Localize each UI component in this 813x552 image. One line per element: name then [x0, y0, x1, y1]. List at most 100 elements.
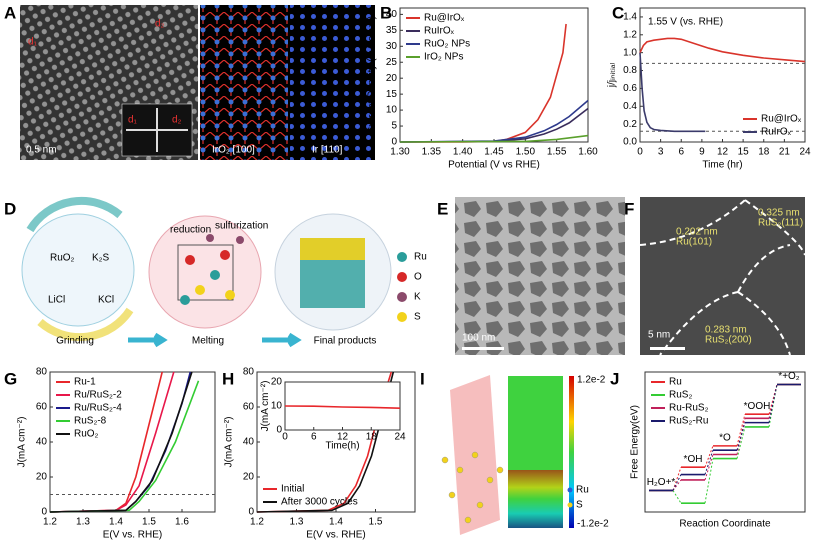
connector [672, 474, 682, 491]
panel-label: G [4, 369, 17, 388]
y-tick-label: 40 [36, 437, 48, 448]
legend-label: IrO₂ NPs [424, 52, 463, 63]
schematic-label: sulfurization [215, 221, 268, 232]
legend-label: Ru@IrOₓ [761, 114, 802, 125]
y-tick-label: 30 [386, 41, 398, 52]
panel-label: B [380, 3, 392, 22]
series-line [284, 405, 401, 409]
charge-map-detail [508, 470, 563, 528]
colorbar [569, 376, 574, 528]
iro2-model [200, 5, 288, 160]
x-axis-label: Reaction Coordinate [679, 519, 771, 530]
y-axis-label: J(mA cm⁻²) [224, 417, 235, 468]
connector [736, 422, 746, 451]
x-tick-label: 12 [337, 432, 349, 443]
x-tick-label: 1.6 [175, 517, 189, 528]
schematic-label: KCl [98, 295, 114, 306]
cycle-arrow [26, 196, 123, 233]
schematic-label: RuO₂ [50, 253, 75, 264]
x-tick-label: 1.3 [76, 517, 90, 528]
panel-label: F [624, 199, 634, 218]
tem-grains [455, 197, 625, 355]
x-tick-label: 1.4 [109, 517, 123, 528]
x-tick-label: 15 [738, 147, 750, 158]
panel-label: E [437, 199, 448, 218]
series-line [399, 134, 589, 143]
y-tick-label: 20 [271, 377, 283, 388]
legend-label: K [414, 292, 421, 303]
connector [704, 450, 714, 475]
x-tick-label: 24 [394, 432, 406, 443]
x-tick-label: 9 [699, 147, 705, 158]
y-tick-label: 5 [391, 121, 397, 132]
x-tick-label: 1.4 [329, 517, 343, 528]
legend-label: RuS₂-8 [74, 416, 107, 427]
y-tick-label: 10 [271, 401, 283, 412]
panel-label: H [222, 369, 234, 388]
y-tick-label: 0 [248, 507, 254, 518]
panel-label: I [420, 369, 425, 388]
legend-atom [397, 312, 407, 322]
y-tick-label: 0.8 [623, 65, 637, 76]
connector [736, 414, 746, 446]
x-axis-label: Time (hr) [702, 160, 742, 171]
atoms [180, 234, 244, 305]
y-tick-label: 0 [276, 425, 282, 436]
legend-label: Initial [281, 484, 304, 495]
y-tick-label: 60 [243, 402, 255, 413]
legend-atom [397, 272, 407, 282]
x-tick-label: 21 [779, 147, 791, 158]
x-axis-label: E(V vs. RHE) [306, 530, 365, 541]
image-label: Ru(101) [676, 237, 712, 248]
connector [704, 454, 714, 481]
y-tick-label: 10 [386, 105, 398, 116]
scale-label: 100 nm [462, 333, 495, 344]
x-tick-label: 1.50 [516, 147, 536, 158]
image-label: d₂ [172, 115, 182, 126]
x-tick-label: 18 [758, 147, 770, 158]
x-tick-label: 1.45 [484, 147, 504, 158]
connector [672, 467, 682, 491]
legend-label: S [576, 500, 583, 511]
plot-frame [49, 371, 216, 513]
series-line [49, 371, 193, 513]
legend-label: After 3000 cycles [281, 497, 358, 508]
y-axis-label: Current Density (mA cm⁻²) [367, 16, 378, 134]
y-axis-label: Free Energy(eV) [630, 405, 641, 479]
x-tick-label: 1.3 [290, 517, 304, 528]
image-label: RuS₂(200) [705, 335, 752, 346]
grain-boundary [639, 199, 806, 356]
connector [768, 384, 778, 423]
y-tick-label: 1.2 [623, 29, 637, 40]
y-tick-label: 0.6 [623, 83, 637, 94]
scale-bar [462, 347, 504, 350]
category-label: *OOH [744, 401, 771, 412]
series-line [639, 52, 706, 133]
panel-label: C [612, 3, 624, 22]
panel-label: J [610, 369, 619, 388]
colorbar-label: -1.2e-2 [577, 519, 609, 530]
legend-label: S [414, 312, 421, 323]
category-label: H₂O+* [647, 477, 676, 488]
product-surface [300, 238, 365, 260]
connector [736, 426, 746, 459]
image-label: IrO₂ [100] [212, 145, 255, 156]
x-tick-label: 3 [658, 147, 664, 158]
image-label: Ir [110] [312, 145, 343, 156]
scale-label: 5 nm [648, 330, 670, 341]
y-tick-label: 20 [386, 73, 398, 84]
legend-atom [567, 502, 573, 508]
plot-frame [644, 371, 806, 513]
y-axis-label: J(mA cm⁻²) [260, 381, 271, 432]
legend-label: Ru/RuS₂-4 [74, 403, 122, 414]
legend-label: RuIrOₓ [424, 26, 455, 37]
y-tick-label: 0 [391, 137, 397, 148]
image-label: 0.325 nm [758, 208, 800, 219]
image-label: RuS₂(111) [758, 218, 803, 229]
x-tick-label: 1.40 [453, 147, 473, 158]
y-tick-label: 0.0 [623, 137, 637, 148]
step-label: Melting [192, 336, 224, 347]
step-arrow [262, 332, 302, 348]
x-tick-label: 12 [717, 147, 729, 158]
